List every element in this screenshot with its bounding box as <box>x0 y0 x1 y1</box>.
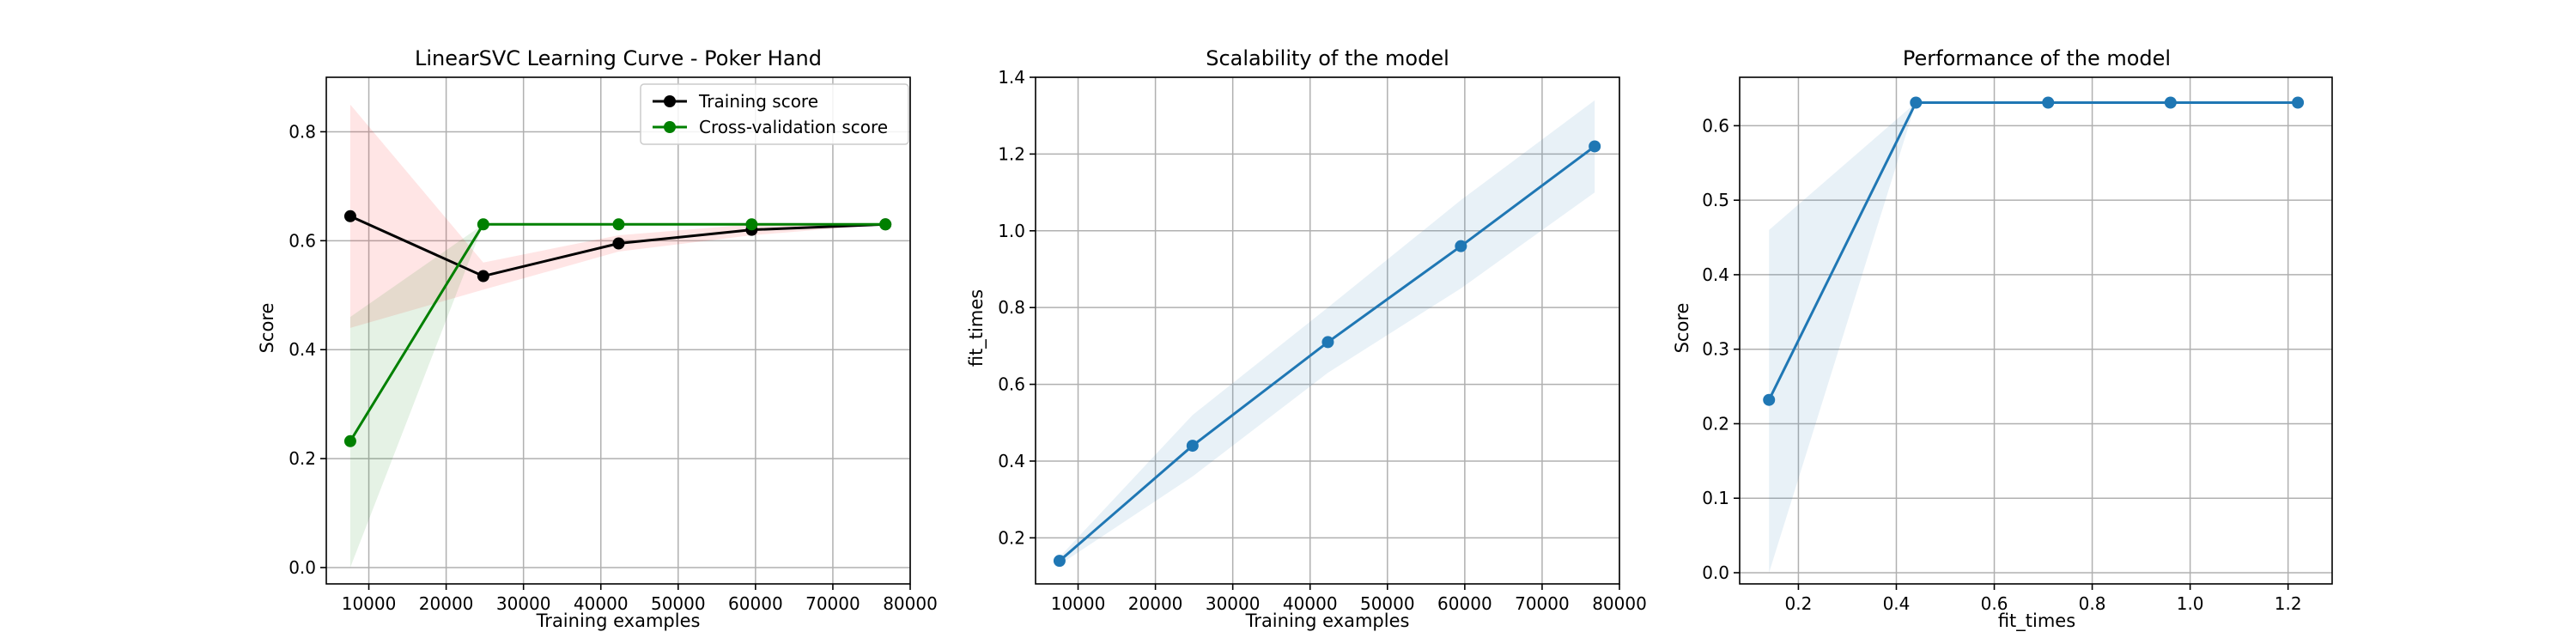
x-axis-label: fit_times <box>1998 611 2075 632</box>
plot-area: 10000 20000 30000 40000 50000 60000 70000 80000… <box>998 67 1647 614</box>
x-tick-label: 60000 <box>728 593 783 614</box>
x-tick-label: 40000 <box>574 593 629 614</box>
y-tick-label: 0.4 <box>998 451 1025 471</box>
y-tick-label: 0.8 <box>998 297 1025 318</box>
plot-area: 10000 20000 30000 40000 50000 60000 70000 80000… <box>289 76 938 614</box>
y-axis-label: Score <box>1672 303 1692 354</box>
y-tick-label: 0.2 <box>1702 413 1729 434</box>
x-tick-label: 80000 <box>883 593 938 614</box>
y-axis-label: Score <box>257 303 277 354</box>
data-point <box>1186 440 1199 453</box>
y-tick-label: 1.4 <box>998 67 1025 88</box>
x-tick-label: 1.0 <box>2177 593 2204 614</box>
data-point <box>343 434 356 447</box>
y-tick-label: 0.1 <box>1702 488 1729 508</box>
plot-area: 0.2 0.4 0.6 0.8 1.0 1.2 0.0 0.1 0.2 0.3 0.4 0.5 0.6 <box>1702 76 2333 614</box>
legend-marker-cv <box>664 121 676 133</box>
x-tick-label: 70000 <box>805 593 860 614</box>
y-tick-label: 0.0 <box>289 557 316 578</box>
data-point <box>1053 555 1066 568</box>
y-tick-label: 0.4 <box>289 339 316 360</box>
y-tick-label: 0.8 <box>289 121 316 142</box>
x-tick-label: 0.6 <box>1981 593 2008 614</box>
y-tick-label: 0.2 <box>289 448 316 469</box>
y-tick-label: 0.6 <box>998 374 1025 395</box>
data-point <box>1455 240 1467 252</box>
data-point <box>745 218 758 231</box>
data-point <box>1589 140 1601 153</box>
x-tick-label: 10000 <box>342 593 397 614</box>
y-tick-label: 0.4 <box>1702 264 1729 285</box>
data-point <box>1763 393 1776 406</box>
legend-marker-training <box>664 95 676 107</box>
x-tick-label: 20000 <box>419 593 474 614</box>
x-tick-label: 1.2 <box>2275 593 2302 614</box>
x-tick-label: 30000 <box>496 593 551 614</box>
x-tick-label: 0.4 <box>1883 593 1911 614</box>
data-point <box>477 270 489 283</box>
legend-frame <box>640 83 909 145</box>
y-tick-label: 0.3 <box>1702 339 1729 360</box>
performance-panel: Performance of the model fit_times Score… <box>1672 46 2333 632</box>
chart-title: Scalability of the model <box>1206 46 1449 70</box>
x-tick-label: 0.2 <box>1785 593 1813 614</box>
y-tick-label: 0.6 <box>1702 115 1729 136</box>
y-tick-label: 1.2 <box>998 143 1025 164</box>
data-point <box>2164 96 2177 109</box>
x-tick-label: 30000 <box>1206 593 1261 614</box>
plot-frame <box>1739 76 2333 585</box>
data-point <box>2042 96 2055 109</box>
data-point <box>477 218 489 231</box>
learning-curve-panel: LinearSVC Learning Curve - Poker Hand Tr… <box>257 46 938 631</box>
x-tick-label: 20000 <box>1128 593 1183 614</box>
data-point <box>612 237 625 250</box>
y-tick-label: 1.0 <box>998 221 1025 241</box>
plot-frame <box>325 76 911 585</box>
data-point <box>1321 336 1334 349</box>
scalability-panel: Scalability of the model Training exampl… <box>966 46 1647 631</box>
x-tick-label: 70000 <box>1515 593 1570 614</box>
legend-label-cv: Cross-validation score <box>699 117 888 137</box>
y-tick-label: 0.2 <box>998 527 1025 548</box>
data-point <box>2292 96 2305 109</box>
data-point <box>879 218 892 231</box>
x-tick-label: 50000 <box>1360 593 1415 614</box>
legend: Training score Cross-validation score <box>640 83 909 145</box>
chart-title: LinearSVC Learning Curve - Poker Hand <box>415 46 822 70</box>
x-axis-label: Training examples <box>1245 611 1410 631</box>
data-point <box>612 218 625 231</box>
y-tick-label: 0.0 <box>1702 562 1729 583</box>
x-tick-label: 0.8 <box>2079 593 2106 614</box>
data-point <box>1910 96 1923 109</box>
x-tick-label: 40000 <box>1283 593 1338 614</box>
x-tick-label: 50000 <box>651 593 706 614</box>
plot-frame <box>1035 76 1620 585</box>
x-tick-label: 10000 <box>1051 593 1106 614</box>
y-tick-label: 0.6 <box>289 230 316 251</box>
legend-label-training: Training score <box>698 91 818 112</box>
y-tick-label: 0.5 <box>1702 190 1729 210</box>
data-point <box>343 210 356 222</box>
x-axis-label: Training examples <box>536 611 701 631</box>
x-tick-label: 80000 <box>1592 593 1647 614</box>
x-tick-label: 60000 <box>1437 593 1492 614</box>
chart-title: Performance of the model <box>1903 46 2171 70</box>
y-axis-label: fit_times <box>966 289 987 367</box>
